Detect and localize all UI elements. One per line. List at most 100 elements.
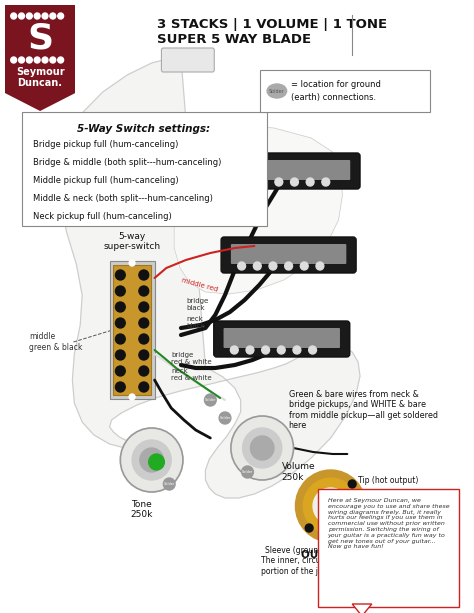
Text: Volume
250k: Volume 250k: [282, 462, 315, 482]
FancyBboxPatch shape: [5, 5, 75, 93]
Circle shape: [243, 428, 282, 468]
Text: middle red: middle red: [181, 277, 219, 293]
FancyBboxPatch shape: [237, 160, 350, 180]
Circle shape: [132, 440, 171, 480]
Polygon shape: [5, 93, 75, 111]
Circle shape: [129, 394, 135, 400]
Circle shape: [116, 286, 125, 296]
Circle shape: [309, 346, 317, 354]
Text: Bridge pickup full (hum-canceling): Bridge pickup full (hum-canceling): [33, 140, 179, 149]
Text: Solder: Solder: [269, 88, 285, 94]
Circle shape: [116, 318, 125, 328]
Text: Solder: Solder: [164, 482, 175, 486]
Circle shape: [327, 502, 335, 510]
Circle shape: [139, 366, 149, 376]
Circle shape: [116, 350, 125, 360]
Circle shape: [129, 260, 135, 266]
Circle shape: [321, 496, 340, 516]
Circle shape: [293, 346, 301, 354]
Text: Neck pickup full (hum-canceling): Neck pickup full (hum-canceling): [33, 212, 172, 221]
Text: Solder: Solder: [205, 398, 216, 402]
Circle shape: [27, 57, 32, 63]
FancyBboxPatch shape: [224, 328, 340, 348]
Circle shape: [246, 346, 254, 354]
Circle shape: [27, 13, 32, 19]
Circle shape: [306, 178, 314, 186]
Text: 5-Way Switch settings:: 5-Way Switch settings:: [77, 124, 210, 134]
Circle shape: [116, 382, 125, 392]
Polygon shape: [61, 58, 360, 498]
Circle shape: [295, 470, 366, 542]
Text: middle
green & black: middle green & black: [29, 332, 83, 352]
Circle shape: [301, 262, 308, 270]
Circle shape: [139, 270, 149, 280]
Circle shape: [250, 436, 274, 460]
Circle shape: [275, 178, 283, 186]
Circle shape: [230, 346, 238, 354]
Circle shape: [42, 13, 48, 19]
Text: Green & bare wires from neck &
bridge pickups, and WHITE & bare
from middle pick: Green & bare wires from neck & bridge pi…: [289, 390, 438, 430]
Circle shape: [50, 13, 56, 19]
Circle shape: [140, 448, 164, 472]
Circle shape: [18, 57, 25, 63]
FancyBboxPatch shape: [113, 265, 151, 395]
Text: Middle pickup full (hum-canceling): Middle pickup full (hum-canceling): [33, 176, 179, 185]
Polygon shape: [352, 604, 372, 613]
Circle shape: [50, 57, 56, 63]
Circle shape: [116, 302, 125, 312]
Text: Duncan.: Duncan.: [18, 78, 63, 88]
FancyBboxPatch shape: [214, 321, 350, 357]
Circle shape: [116, 270, 125, 280]
FancyBboxPatch shape: [162, 48, 214, 72]
Polygon shape: [174, 122, 342, 294]
Ellipse shape: [267, 84, 287, 98]
Text: Middle & neck (both split---hum-canceling): Middle & neck (both split---hum-cancelin…: [33, 194, 213, 203]
Circle shape: [116, 366, 125, 376]
Circle shape: [18, 13, 25, 19]
Circle shape: [219, 412, 231, 424]
FancyBboxPatch shape: [221, 237, 356, 273]
FancyBboxPatch shape: [109, 261, 155, 399]
Circle shape: [139, 318, 149, 328]
Text: Tip (hot output): Tip (hot output): [358, 476, 419, 484]
Text: 5-way
super-switch: 5-way super-switch: [103, 232, 161, 251]
Text: Solder: Solder: [219, 416, 231, 420]
Circle shape: [305, 524, 313, 532]
Circle shape: [139, 334, 149, 344]
Circle shape: [11, 13, 17, 19]
Circle shape: [149, 454, 164, 470]
Text: Solder: Solder: [242, 470, 253, 474]
Circle shape: [42, 57, 48, 63]
Circle shape: [242, 466, 254, 478]
Text: 3 STACKS | 1 VOLUME | 1 TONE: 3 STACKS | 1 VOLUME | 1 TONE: [156, 18, 387, 31]
FancyBboxPatch shape: [318, 489, 459, 607]
Circle shape: [139, 382, 149, 392]
Text: bridge
black: bridge black: [186, 297, 208, 311]
Circle shape: [139, 302, 149, 312]
Circle shape: [34, 57, 40, 63]
Circle shape: [313, 488, 348, 524]
Text: bridge
red & white: bridge red & white: [171, 351, 212, 365]
Circle shape: [244, 178, 251, 186]
Circle shape: [285, 262, 292, 270]
Text: neck
red & white: neck red & white: [171, 368, 212, 381]
Text: neck
black: neck black: [186, 316, 204, 329]
Circle shape: [316, 262, 324, 270]
Circle shape: [11, 57, 17, 63]
Text: OUTPUT JACK: OUTPUT JACK: [301, 550, 380, 560]
FancyBboxPatch shape: [0, 0, 464, 613]
Circle shape: [259, 178, 267, 186]
Text: SUPER 5 WAY BLADE: SUPER 5 WAY BLADE: [156, 33, 310, 46]
Circle shape: [238, 262, 246, 270]
Text: = location for ground
(earth) connections.: = location for ground (earth) connection…: [291, 80, 381, 102]
Circle shape: [322, 178, 330, 186]
FancyBboxPatch shape: [21, 112, 267, 226]
Circle shape: [34, 13, 40, 19]
Circle shape: [254, 262, 261, 270]
Circle shape: [277, 346, 285, 354]
Circle shape: [303, 478, 358, 534]
Circle shape: [262, 346, 270, 354]
FancyBboxPatch shape: [227, 153, 360, 189]
Circle shape: [120, 428, 183, 492]
Text: Sleeve (ground).
The inner, circular
portion of the jack: Sleeve (ground). The inner, circular por…: [261, 546, 332, 576]
